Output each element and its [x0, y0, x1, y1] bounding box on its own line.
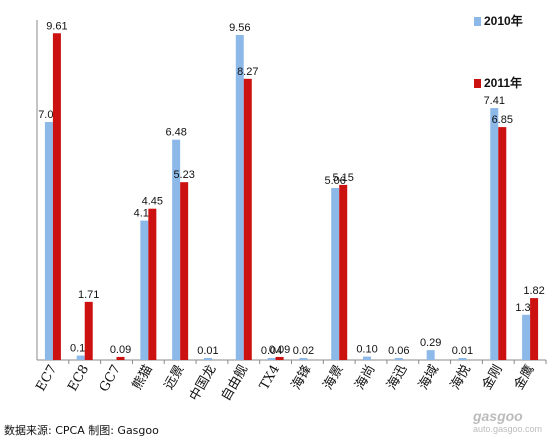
category-label: 远景 — [162, 363, 188, 393]
bar-2010-8 — [299, 358, 308, 360]
bar-2010-11 — [394, 357, 403, 360]
data-label: 0.10 — [356, 344, 377, 356]
bar-2010-7 — [267, 358, 276, 360]
bar-2011-2 — [116, 356, 125, 360]
data-label: 5.23 — [173, 169, 194, 181]
watermark-url: auto.gasgoo.com — [472, 424, 542, 434]
bar-2011-4 — [180, 182, 189, 360]
bar-2011-15 — [530, 298, 539, 360]
category-label: 自由舰 — [219, 363, 251, 404]
data-label: 0.29 — [420, 337, 441, 349]
bar-2010-4 — [172, 139, 181, 360]
bar-2010-9 — [331, 187, 340, 360]
bar-2010-0 — [44, 122, 53, 360]
watermark-logo: gasgoo — [472, 408, 523, 424]
category-label: 海景 — [321, 363, 347, 393]
data-label: 0.06 — [388, 345, 409, 357]
gasgoo-watermark: gasgoo auto.gasgoo.com — [473, 408, 542, 434]
data-label: 9.61 — [46, 20, 67, 32]
bar-2010-5 — [203, 358, 212, 360]
bar-2011-9 — [339, 184, 348, 360]
bar-2011-6 — [243, 78, 252, 360]
legend-swatch-2010 — [474, 17, 481, 26]
category-label: EC8 — [65, 363, 92, 395]
category-label: 海锋 — [289, 363, 315, 393]
data-label: 8.27 — [237, 66, 258, 78]
data-label: 5.15 — [333, 172, 354, 184]
legend-item-2011: 2011年 — [474, 74, 522, 91]
data-label: 0.09 — [110, 344, 131, 356]
legend-label-2010: 2010年 — [484, 14, 523, 28]
bar-2010-13 — [458, 358, 467, 360]
bar-2010-1 — [76, 355, 85, 360]
bar-2011-1 — [84, 301, 93, 360]
category-label: 海尚 — [352, 363, 378, 393]
legend-swatch-2011 — [474, 79, 481, 88]
data-label: 7.41 — [484, 95, 505, 107]
category-label: 海悦 — [448, 363, 474, 393]
bar-2011-14 — [498, 127, 507, 360]
data-label: 0.09 — [269, 344, 290, 356]
data-label: 4.45 — [142, 196, 163, 208]
category-label: GC7 — [97, 363, 124, 395]
data-label: 1.82 — [523, 285, 544, 297]
data-label: 6.48 — [165, 127, 186, 139]
data-label: 0.02 — [293, 345, 314, 357]
bar-2011-7 — [275, 356, 284, 360]
legend-item-2010: 2010年 — [474, 12, 523, 29]
bar-2011-0 — [52, 33, 61, 360]
plot-area: 7.009.61EC70.131.71EC80.09GC74.104.45熊猫6… — [34, 20, 547, 404]
bar-2011-3 — [148, 208, 157, 360]
category-label: 中国龙 — [187, 363, 219, 404]
data-label: 0.04 — [261, 345, 282, 357]
bar-2010-14 — [490, 108, 499, 360]
data-label: 1.71 — [78, 289, 99, 301]
category-label: 金刚 — [479, 362, 506, 393]
bar-2010-3 — [140, 220, 149, 360]
data-label: 5.06 — [325, 175, 346, 187]
category-label: EC7 — [34, 363, 61, 395]
category-label: 金鹰 — [511, 362, 538, 393]
category-label: TX4 — [257, 363, 283, 393]
bar-2010-12 — [426, 350, 435, 360]
data-label: 0.01 — [197, 345, 218, 357]
bar-2010-15 — [522, 314, 531, 360]
legend-label-2011: 2011年 — [484, 76, 523, 90]
category-label: 海域 — [416, 363, 442, 393]
source-note: 数据来源: CPCA 制图: Gasgoo — [4, 424, 159, 437]
data-label: 0.01 — [452, 345, 473, 357]
bar-2010-10 — [363, 356, 372, 360]
data-label: 6.85 — [492, 114, 513, 126]
bar-2010-6 — [235, 34, 244, 361]
data-label: 9.56 — [229, 22, 250, 34]
category-label: 熊猫 — [129, 362, 156, 393]
category-label: 海迅 — [384, 363, 410, 393]
